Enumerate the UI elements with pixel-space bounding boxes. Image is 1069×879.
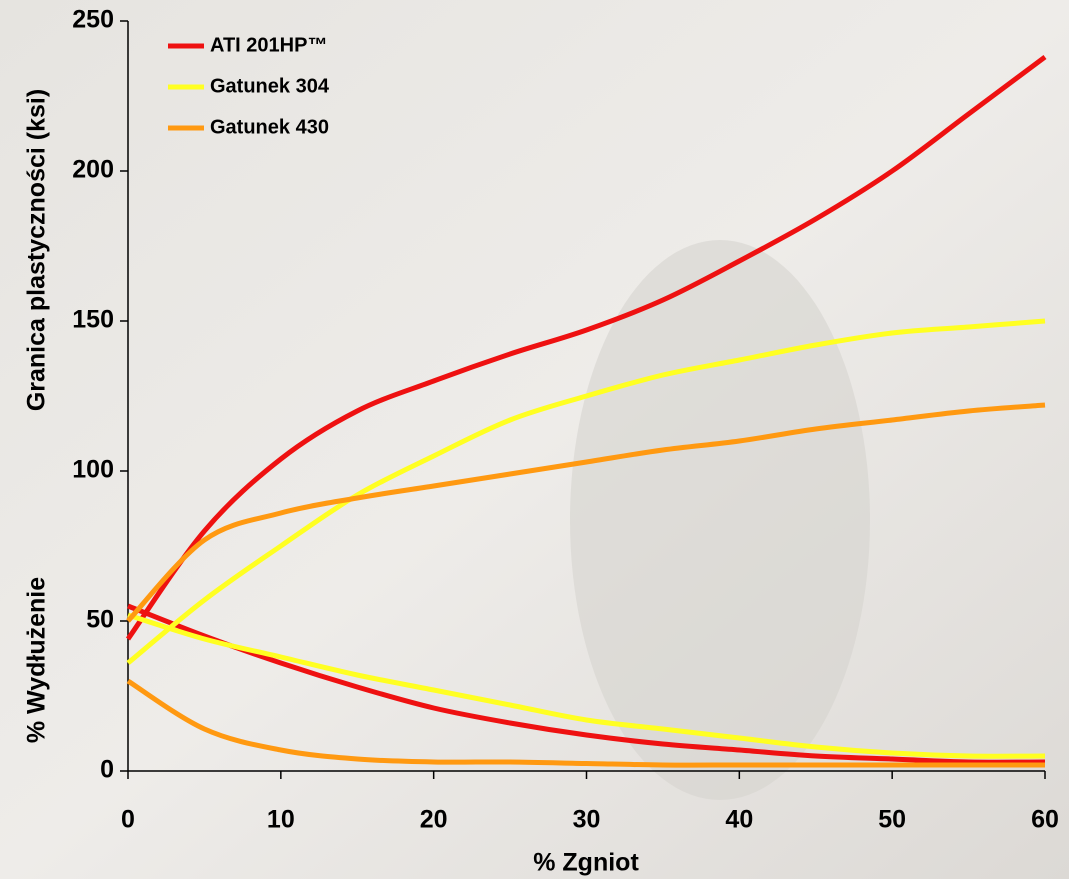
background-shape	[570, 240, 870, 800]
x-axis-label: % Zgniot	[533, 849, 639, 877]
x-tick-label: 30	[573, 806, 601, 834]
x-tick-label: 10	[267, 806, 295, 834]
x-tick-label: 60	[1031, 806, 1059, 834]
y-tick-label: 150	[72, 306, 114, 334]
legend-label: Gatunek 304	[210, 75, 330, 97]
y-tick-label: 50	[86, 606, 114, 634]
y-axis-label: % Wydłużenie	[23, 577, 51, 743]
y-tick-label: 250	[72, 6, 114, 34]
x-tick-label: 50	[878, 806, 906, 834]
x-tick-label: 40	[725, 806, 753, 834]
chart: Granica plastyczności (ksi) % Wydłużenie…	[0, 0, 1069, 879]
legend-label: Gatunek 430	[210, 116, 329, 138]
y-tick-label: 0	[100, 756, 114, 784]
y-tick-label: 100	[72, 456, 114, 484]
legend-label: ATI 201HP™	[210, 34, 327, 56]
y-axis-label: Granica plastyczności (ksi)	[23, 89, 51, 411]
x-tick-label: 20	[420, 806, 448, 834]
y-tick-label: 200	[72, 156, 114, 184]
x-tick-label: 0	[121, 806, 135, 834]
background	[0, 0, 1069, 879]
